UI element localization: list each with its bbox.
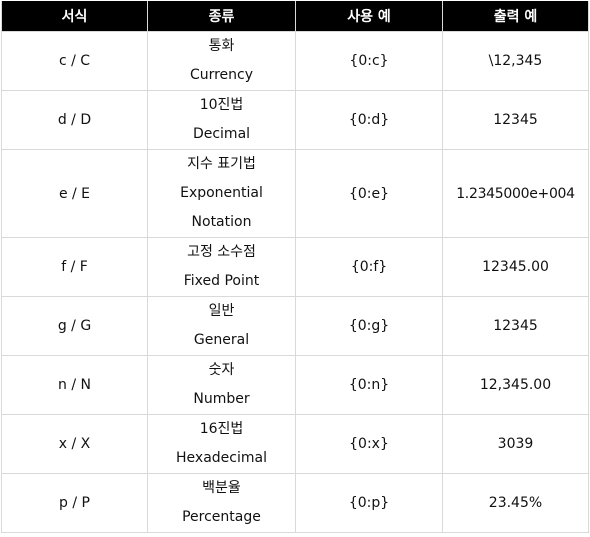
usage-cell: {0:d} — [295, 90, 443, 150]
output-cell: 12,345.00 — [442, 355, 589, 415]
header-kind: 종류 — [147, 1, 296, 32]
table-row: n / N 숫자 Number {0:n} 12,345.00 — [1, 355, 589, 415]
usage-cell: {0:f} — [295, 237, 443, 297]
output-cell: 12345 — [442, 90, 589, 150]
kind-cell: 통화 Currency — [147, 31, 296, 91]
format-cell: f / F — [1, 237, 148, 297]
output-cell: 23.45% — [442, 473, 589, 533]
usage-cell: {0:e} — [295, 149, 443, 238]
usage-cell: {0:n} — [295, 355, 443, 415]
kind-english: General — [193, 332, 250, 348]
kind-english: Exponential — [180, 185, 263, 201]
format-cell: g / G — [1, 296, 148, 356]
output-cell: 1.2345000e+004 — [442, 149, 589, 238]
kind-english: Percentage — [182, 509, 261, 525]
kind-cell: 숫자 Number — [147, 355, 296, 415]
kind-korean: 백분율 — [202, 480, 241, 496]
format-cell: x / X — [1, 414, 148, 474]
output-cell: 12345 — [442, 296, 589, 356]
kind-korean: 통화 — [208, 38, 235, 54]
header-row: 서식 종류 사용 예 출력 예 — [1, 1, 589, 32]
format-cell: d / D — [1, 90, 148, 150]
table-row: d / D 10진법 Decimal {0:d} 12345 — [1, 90, 589, 150]
kind-cell: 일반 General — [147, 296, 296, 356]
kind-korean: 고정 소수점 — [187, 244, 256, 260]
kind-korean: 숫자 — [208, 362, 235, 378]
format-cell: p / P — [1, 473, 148, 533]
table-row: c / C 통화 Currency {0:c} \12,345 — [1, 31, 589, 91]
format-cell: e / E — [1, 149, 148, 238]
kind-english: Decimal — [192, 126, 251, 142]
output-cell: \12,345 — [442, 31, 589, 91]
kind-english-second-line: Notation — [191, 214, 252, 230]
format-cell: c / C — [1, 31, 148, 91]
output-cell: 3039 — [442, 414, 589, 474]
kind-cell: 지수 표기법 Exponential Notation — [147, 149, 296, 238]
format-cell: n / N — [1, 355, 148, 415]
kind-cell: 고정 소수점 Fixed Point — [147, 237, 296, 297]
table-row: p / P 백분율 Percentage {0:p} 23.45% — [1, 473, 589, 533]
header-format: 서식 — [1, 1, 148, 32]
kind-english: Currency — [189, 67, 254, 83]
kind-korean: 10진법 — [199, 97, 244, 113]
kind-korean: 지수 표기법 — [187, 156, 256, 172]
header-usage: 사용 예 — [295, 1, 443, 32]
usage-cell: {0:x} — [295, 414, 443, 474]
output-cell: 12345.00 — [442, 237, 589, 297]
kind-english: Number — [193, 391, 250, 407]
usage-cell: {0:g} — [295, 296, 443, 356]
kind-english: Hexadecimal — [176, 450, 267, 466]
usage-cell: {0:p} — [295, 473, 443, 533]
kind-cell: 16진법 Hexadecimal — [147, 414, 296, 474]
table-row: x / X 16진법 Hexadecimal {0:x} 3039 — [1, 414, 589, 474]
kind-english: Fixed Point — [183, 273, 260, 289]
kind-korean: 일반 — [208, 303, 235, 319]
kind-korean: 16진법 — [199, 421, 244, 437]
kind-cell: 백분율 Percentage — [147, 473, 296, 533]
header-output: 출력 예 — [442, 1, 589, 32]
table-row: e / E 지수 표기법 Exponential Notation {0:e} … — [1, 149, 589, 238]
table-row: g / G 일반 General {0:g} 12345 — [1, 296, 589, 356]
usage-cell: {0:c} — [295, 31, 443, 91]
table-row: f / F 고정 소수점 Fixed Point {0:f} 12345.00 — [1, 237, 589, 297]
kind-cell: 10진법 Decimal — [147, 90, 296, 150]
